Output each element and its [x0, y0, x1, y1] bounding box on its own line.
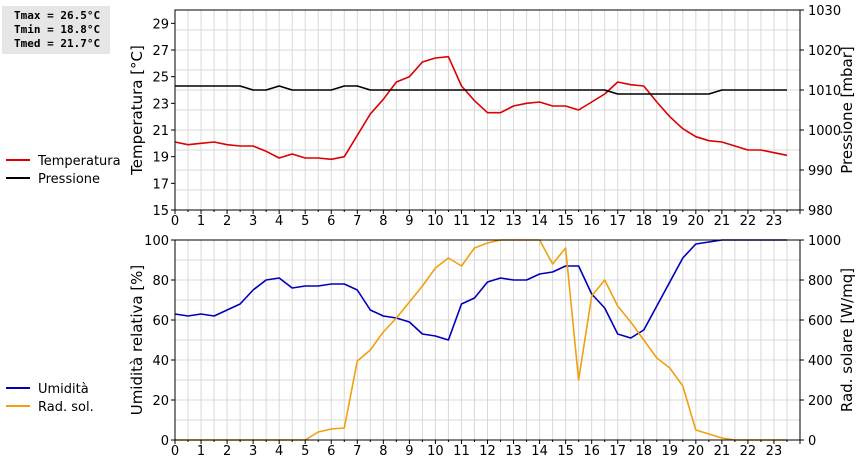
x-tick-label: 16 [583, 444, 600, 459]
y2-tick-label: 1020 [808, 44, 841, 59]
x-tick-label: 3 [249, 214, 257, 229]
x-tick-label: 5 [301, 444, 309, 459]
y2-axis-title: Pressione [mbar] [838, 46, 856, 174]
x-tick-label: 23 [766, 444, 783, 459]
y-tick-label: 15 [152, 204, 169, 219]
stats-box: Tmax = 26.5°C Tmin = 18.8°C Tmed = 21.7°… [2, 6, 110, 54]
x-tick-label: 3 [249, 444, 257, 459]
x-tick-label: 12 [479, 214, 496, 229]
y-axis-title: Umidità relativa [%] [128, 265, 146, 416]
stat-tmed: Tmed = 21.7°C [14, 37, 101, 50]
x-tick-label: 0 [171, 214, 179, 229]
y-tick-label: 17 [152, 177, 169, 192]
series-line-temperatura [174, 55, 788, 161]
legend-label: Pressione [38, 172, 100, 187]
x-tick-label: 15 [557, 444, 574, 459]
y2-tick-label: 980 [808, 204, 833, 219]
y2-tick-label: 200 [808, 394, 833, 409]
y2-tick-label: 600 [808, 314, 833, 329]
y2-tick-label: 990 [808, 164, 833, 179]
x-tick-label: 16 [583, 214, 600, 229]
x-tick-label: 9 [405, 214, 413, 229]
y-tick-label: 27 [152, 44, 169, 59]
y-tick-label: 29 [152, 17, 169, 32]
x-tick-label: 15 [557, 214, 574, 229]
x-tick-label: 21 [714, 444, 731, 459]
y-tick-label: 23 [152, 97, 169, 112]
y-tick-label: 21 [152, 124, 169, 139]
x-tick-label: 11 [453, 214, 470, 229]
x-tick-label: 23 [766, 214, 783, 229]
x-tick-label: 13 [505, 214, 522, 229]
x-tick-label: 5 [301, 214, 309, 229]
y2-tick-label: 1000 [808, 234, 841, 249]
x-tick-label: 10 [427, 444, 444, 459]
x-tick-label: 18 [635, 214, 652, 229]
y2-tick-label: 1030 [808, 4, 841, 19]
x-tick-label: 6 [327, 214, 335, 229]
x-tick-label: 22 [740, 444, 757, 459]
x-tick-label: 13 [505, 444, 522, 459]
x-tick-label: 11 [453, 444, 470, 459]
y-tick-label: 40 [152, 354, 169, 369]
x-tick-label: 22 [740, 214, 757, 229]
x-tick-label: 19 [662, 444, 679, 459]
x-tick-label: 18 [635, 444, 652, 459]
x-tick-label: 19 [662, 214, 679, 229]
y2-axis-title: Rad. solare [W/mq] [838, 268, 856, 412]
series-line-pressione [175, 85, 787, 95]
x-tick-label: 8 [379, 214, 387, 229]
y-axis-title: Temperatura [°C] [128, 45, 146, 176]
x-tick-label: 7 [353, 444, 361, 459]
series-line-umidit [174, 239, 787, 341]
y-tick-label: 60 [152, 314, 169, 329]
x-tick-label: 1 [197, 444, 205, 459]
stat-tmax: Tmax = 26.5°C [14, 9, 101, 22]
x-tick-label: 0 [171, 444, 179, 459]
x-tick-label: 4 [275, 214, 283, 229]
y-tick-label: 25 [152, 71, 169, 86]
x-tick-label: 12 [479, 444, 496, 459]
y2-tick-label: 0 [808, 434, 816, 449]
x-tick-label: 4 [275, 444, 283, 459]
legend-label: Umidità [38, 382, 89, 397]
x-tick-label: 1 [197, 214, 205, 229]
x-tick-label: 14 [531, 214, 548, 229]
legend-label: Temperatura [37, 154, 121, 169]
x-tick-label: 17 [609, 444, 626, 459]
x-tick-label: 2 [223, 444, 231, 459]
y-tick-label: 19 [152, 151, 169, 166]
stat-tmin: Tmin = 18.8°C [14, 23, 101, 36]
x-tick-label: 20 [688, 444, 705, 459]
y-tick-label: 0 [161, 434, 169, 449]
x-tick-label: 2 [223, 214, 231, 229]
x-tick-label: 7 [353, 214, 361, 229]
legend-label: Rad. sol. [38, 400, 94, 415]
y2-tick-label: 800 [808, 274, 833, 289]
y2-tick-label: 1010 [808, 84, 841, 99]
x-tick-label: 17 [609, 214, 626, 229]
x-tick-label: 20 [688, 214, 705, 229]
y-tick-label: 80 [152, 274, 169, 289]
x-tick-label: 10 [427, 214, 444, 229]
y2-tick-label: 1000 [808, 124, 841, 139]
y2-tick-label: 400 [808, 354, 833, 369]
y-tick-label: 20 [152, 394, 169, 409]
x-tick-label: 6 [327, 444, 335, 459]
x-tick-label: 21 [714, 214, 731, 229]
y-tick-label: 100 [144, 234, 169, 249]
x-tick-label: 14 [531, 444, 548, 459]
x-tick-label: 9 [405, 444, 413, 459]
x-tick-label: 8 [379, 444, 387, 459]
